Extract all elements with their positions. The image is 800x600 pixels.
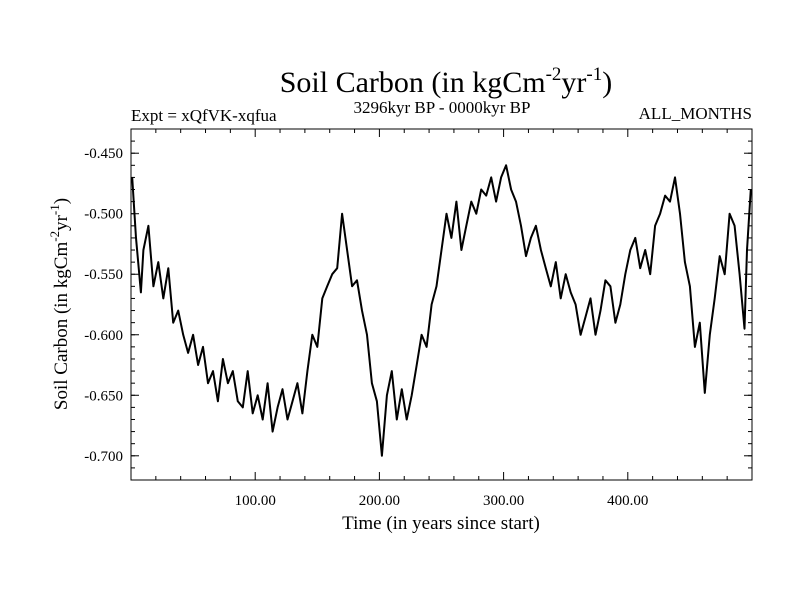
x-tick-label: 400.00 — [607, 493, 648, 509]
experiment-label: Expt = xQfVK-xqfua — [131, 106, 277, 125]
y-tick-label: -0.500 — [84, 207, 123, 223]
y-axis-label: Soil Carbon (in kgCm-2yr-1) — [47, 198, 72, 410]
soil-carbon-series-line — [131, 164, 752, 457]
x-tick-label: 300.00 — [483, 493, 524, 509]
x-tick-label: 100.00 — [235, 493, 276, 509]
y-tick-label: -0.450 — [84, 146, 123, 162]
x-tick-label: 200.00 — [359, 493, 400, 509]
y-tick-label: -0.650 — [84, 388, 123, 404]
y-tick-label: -0.550 — [84, 267, 123, 283]
chart-title: Soil Carbon (in kgCm-2yr-1) — [280, 64, 613, 99]
y-tick-label: -0.600 — [84, 328, 123, 344]
y-tick-label: -0.700 — [84, 449, 123, 465]
time-range-label: 3296kyr BP - 0000kyr BP — [354, 98, 531, 117]
months-label: ALL_MONTHS — [639, 104, 752, 123]
plot-frame — [130, 128, 753, 481]
x-axis-label: Time (in years since start) — [342, 513, 540, 534]
